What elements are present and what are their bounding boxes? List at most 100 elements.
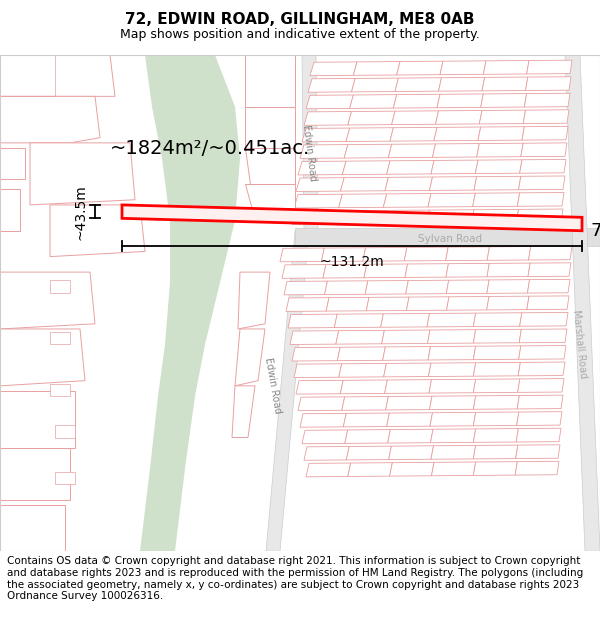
Polygon shape <box>473 329 521 343</box>
Polygon shape <box>280 248 324 262</box>
Polygon shape <box>431 160 478 174</box>
Polygon shape <box>306 95 353 109</box>
Polygon shape <box>427 329 476 344</box>
Polygon shape <box>0 272 95 329</box>
Bar <box>55 425 75 438</box>
Polygon shape <box>325 281 368 294</box>
Bar <box>0 148 25 179</box>
Polygon shape <box>518 379 564 392</box>
Polygon shape <box>326 298 369 311</box>
Polygon shape <box>382 330 430 344</box>
Polygon shape <box>473 312 522 326</box>
Polygon shape <box>516 428 561 442</box>
Polygon shape <box>294 194 343 208</box>
Polygon shape <box>380 314 430 328</box>
Polygon shape <box>473 193 520 207</box>
Polygon shape <box>431 429 476 442</box>
Polygon shape <box>526 77 571 91</box>
Polygon shape <box>437 94 484 108</box>
Polygon shape <box>140 55 240 551</box>
Polygon shape <box>345 429 391 443</box>
Polygon shape <box>298 397 344 411</box>
Polygon shape <box>339 363 386 378</box>
Polygon shape <box>517 395 563 409</box>
Polygon shape <box>302 55 318 231</box>
Polygon shape <box>342 396 388 410</box>
Polygon shape <box>348 462 392 476</box>
Polygon shape <box>395 78 442 91</box>
Text: Marshall Road: Marshall Road <box>571 309 589 379</box>
Polygon shape <box>439 78 485 91</box>
Polygon shape <box>520 159 566 173</box>
Polygon shape <box>430 177 476 191</box>
Polygon shape <box>473 379 520 392</box>
Polygon shape <box>306 463 350 477</box>
Polygon shape <box>430 396 476 409</box>
Polygon shape <box>292 211 341 224</box>
Polygon shape <box>521 143 567 157</box>
Polygon shape <box>365 281 408 294</box>
Polygon shape <box>340 380 388 394</box>
Polygon shape <box>527 279 570 293</box>
Polygon shape <box>383 346 431 361</box>
Polygon shape <box>338 194 386 208</box>
Bar <box>0 189 20 231</box>
Polygon shape <box>523 110 569 124</box>
Polygon shape <box>528 262 571 276</box>
Polygon shape <box>298 161 346 175</box>
Polygon shape <box>322 248 365 261</box>
Polygon shape <box>473 412 519 426</box>
Polygon shape <box>446 263 489 277</box>
Polygon shape <box>386 412 433 426</box>
Polygon shape <box>352 78 398 92</box>
Polygon shape <box>364 264 407 278</box>
Polygon shape <box>304 111 352 125</box>
Polygon shape <box>431 462 476 476</box>
Polygon shape <box>343 161 390 174</box>
Polygon shape <box>436 111 482 124</box>
Polygon shape <box>484 61 529 74</box>
Polygon shape <box>336 331 385 344</box>
Bar <box>0 505 65 551</box>
Polygon shape <box>284 281 328 295</box>
Polygon shape <box>238 272 270 329</box>
Polygon shape <box>446 296 489 310</box>
Polygon shape <box>310 62 357 76</box>
Polygon shape <box>383 194 431 208</box>
Polygon shape <box>304 446 349 460</box>
Polygon shape <box>522 126 568 140</box>
Bar <box>295 228 600 246</box>
Polygon shape <box>427 210 474 224</box>
Polygon shape <box>245 55 295 107</box>
Text: Edwin Road: Edwin Road <box>301 124 317 182</box>
Text: Sylvan Road: Sylvan Road <box>418 234 482 244</box>
Polygon shape <box>428 346 476 360</box>
Polygon shape <box>487 296 529 310</box>
Polygon shape <box>429 379 476 393</box>
Polygon shape <box>385 379 431 393</box>
Polygon shape <box>427 313 476 327</box>
Polygon shape <box>346 446 391 460</box>
Polygon shape <box>517 192 564 206</box>
Text: Contains OS data © Crown copyright and database right 2021. This information is : Contains OS data © Crown copyright and d… <box>7 556 583 601</box>
Polygon shape <box>517 412 562 426</box>
Polygon shape <box>405 264 448 278</box>
Polygon shape <box>388 429 433 443</box>
Polygon shape <box>235 329 265 386</box>
Polygon shape <box>383 363 431 377</box>
Polygon shape <box>286 298 329 311</box>
Polygon shape <box>487 246 531 260</box>
Polygon shape <box>288 314 337 328</box>
Polygon shape <box>389 446 433 459</box>
Polygon shape <box>406 280 449 294</box>
Polygon shape <box>394 94 440 108</box>
Polygon shape <box>341 177 388 191</box>
Bar <box>0 55 55 96</box>
Polygon shape <box>479 110 526 124</box>
Polygon shape <box>346 127 394 141</box>
Polygon shape <box>529 246 572 260</box>
Polygon shape <box>515 461 559 475</box>
Polygon shape <box>30 143 135 205</box>
Polygon shape <box>0 448 70 499</box>
Polygon shape <box>524 93 570 107</box>
